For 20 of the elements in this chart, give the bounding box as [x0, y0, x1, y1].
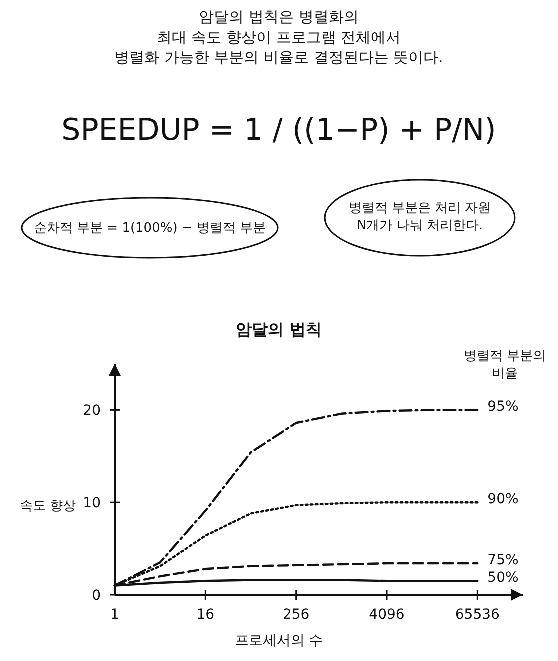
series-label: 95% — [488, 399, 519, 416]
text: SPEEDUP = 1 / ((1−P) + P/N) — [62, 113, 496, 148]
text: 병렬적 부분은 처리 자원 N개가 나눠 처리한다. — [348, 201, 492, 234]
series-label: 50% — [488, 570, 519, 586]
y-axis-title: 속도 향상 — [20, 499, 76, 514]
x-tick-label: 256 — [282, 607, 310, 623]
x-tick-label: 4096 — [369, 607, 405, 623]
y-tick-label: 10 — [83, 496, 101, 512]
legend-title: 병렬적 부분의 비율 — [464, 349, 546, 382]
y-tick-label: 20 — [83, 403, 101, 420]
x-tick-label: 65536 — [455, 607, 500, 623]
series-label: 90% — [488, 492, 519, 508]
x-tick-label: 1 — [110, 607, 120, 623]
text: 암달의 법칙은 병렬화의 최대 속도 향상이 프로그램 전체에서 병렬화 가능한 부분의 비율로 결정된다는 뜻이다. — [114, 8, 444, 66]
chart-title: 암달의 법칙 — [236, 320, 322, 339]
text: 순차적 부분 = 1(100%) − 병렬적 부분 — [34, 221, 266, 236]
y-tick-label: 0 — [92, 588, 101, 604]
series-label: 75% — [488, 552, 519, 569]
x-axis-title: 프로세서의 수 — [234, 633, 324, 649]
x-tick-label: 16 — [196, 607, 215, 623]
